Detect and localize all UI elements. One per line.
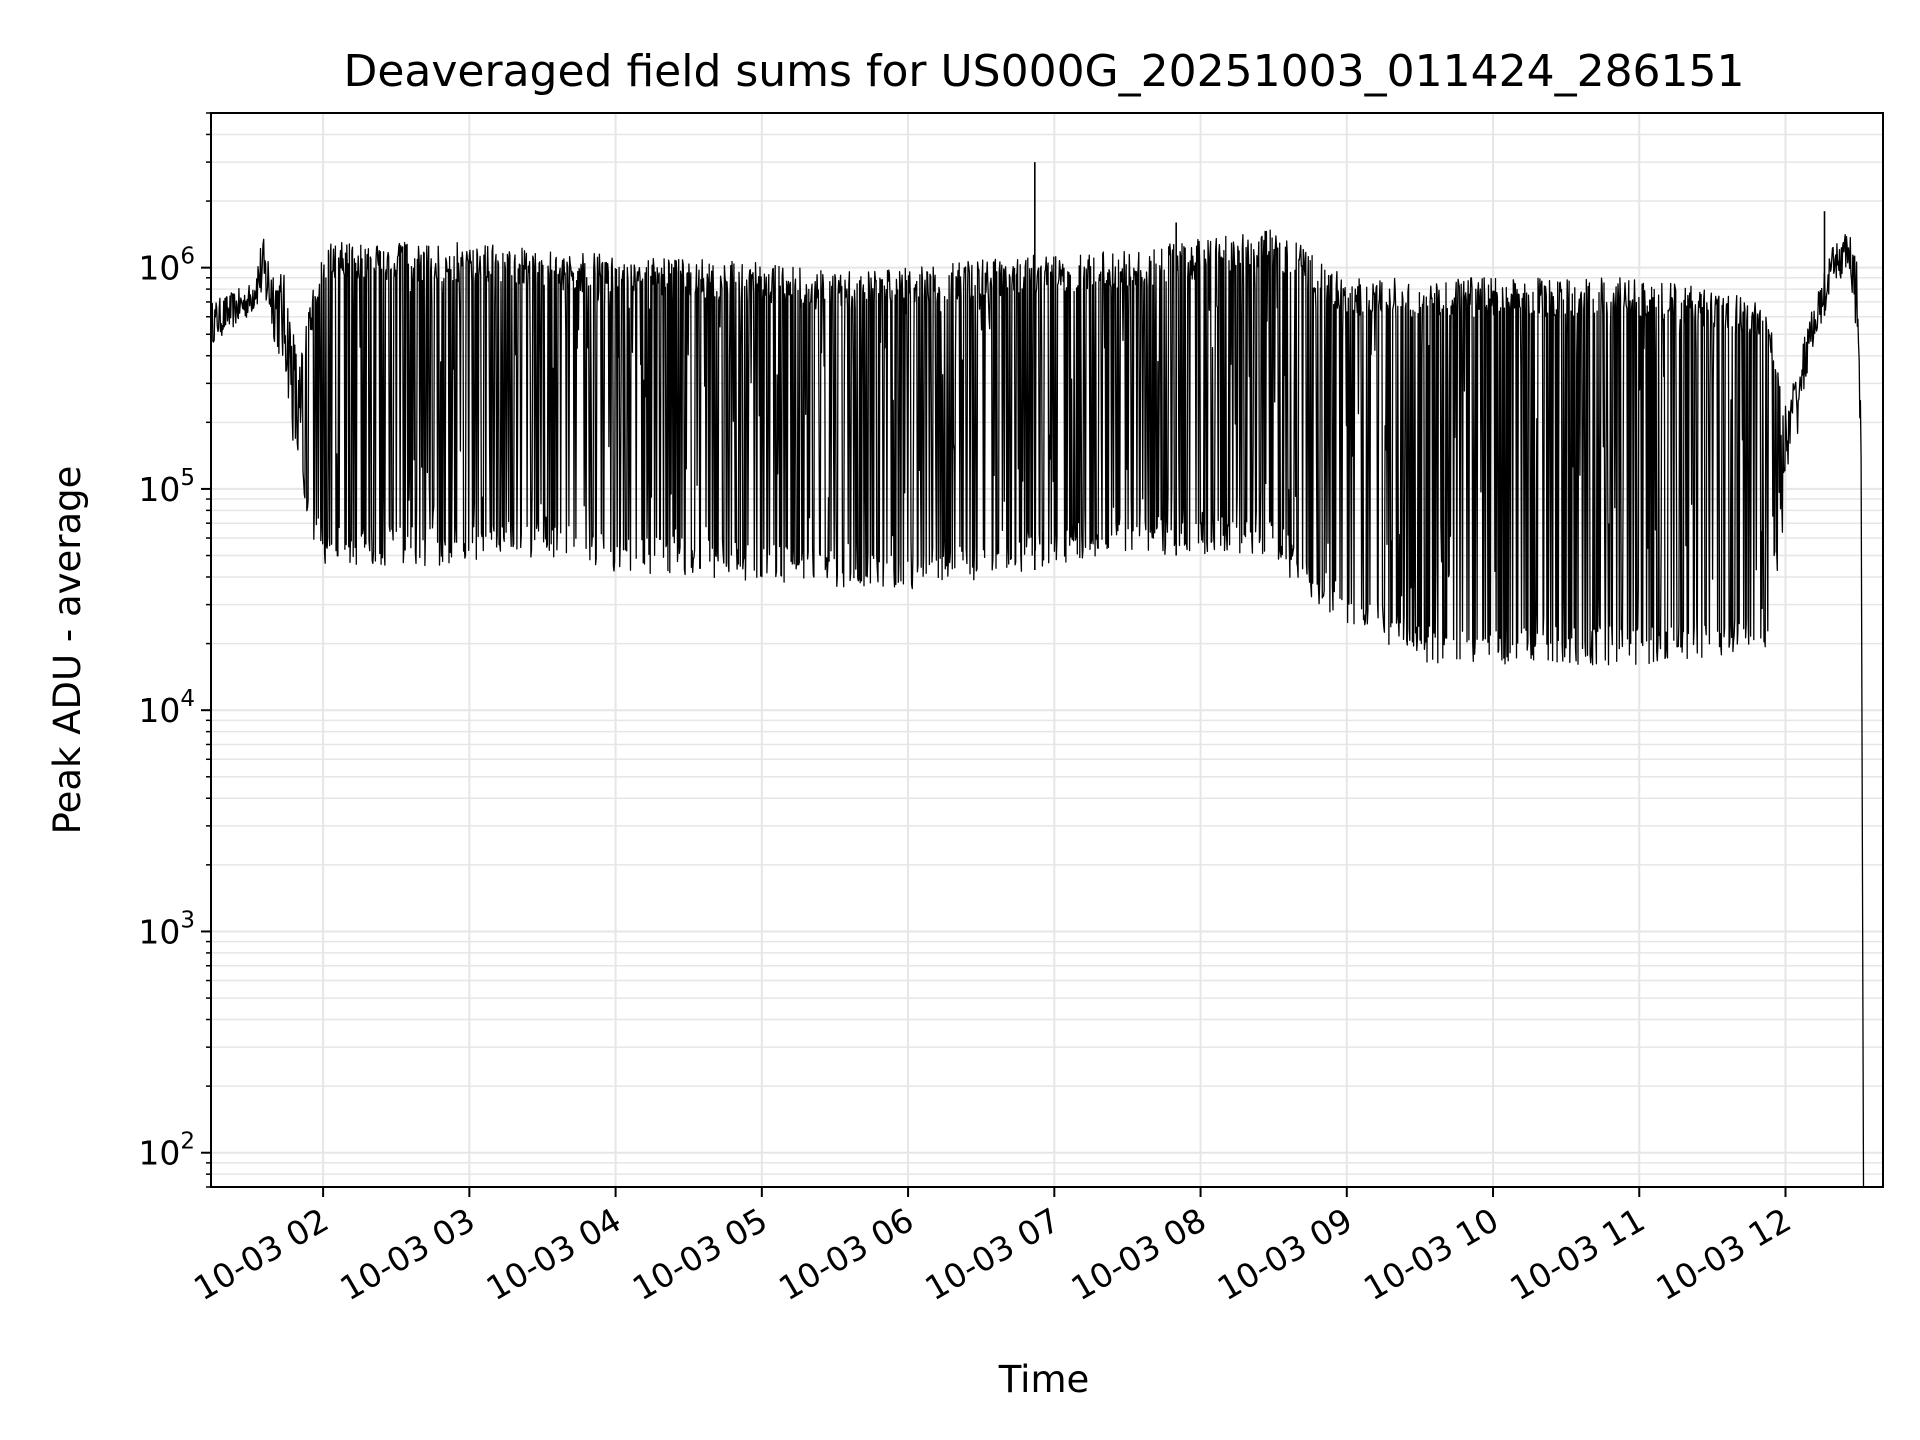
data-series — [210, 162, 1865, 1188]
y-tick-base: 10 — [138, 1134, 180, 1173]
y-tick-label: 103 — [138, 907, 195, 951]
grid-lines — [211, 112, 1883, 1188]
series-line — [210, 229, 1865, 1188]
y-tick-base: 10 — [138, 249, 180, 288]
y-axis-label: Peak ADU - average — [46, 466, 89, 835]
y-tick-exponent: 5 — [180, 465, 195, 491]
y-tick-exponent: 4 — [180, 686, 195, 712]
y-tick-base: 10 — [138, 470, 180, 509]
plot-frame — [210, 112, 1884, 1188]
y-tick-exponent: 2 — [180, 1129, 195, 1155]
chart-title: Deaveraged field sums for US000G_2025100… — [343, 46, 1744, 97]
y-tick-label: 106 — [138, 244, 195, 288]
y-tick-base: 10 — [138, 691, 180, 730]
y-tick-exponent: 6 — [180, 244, 195, 270]
x-axis-label: Time — [998, 1358, 1090, 1401]
y-tick-base: 10 — [138, 912, 180, 951]
y-tick-exponent: 3 — [180, 907, 195, 933]
y-tick-label: 105 — [138, 465, 195, 509]
y-tick-label: 104 — [138, 686, 195, 730]
y-tick-label: 102 — [138, 1129, 195, 1173]
